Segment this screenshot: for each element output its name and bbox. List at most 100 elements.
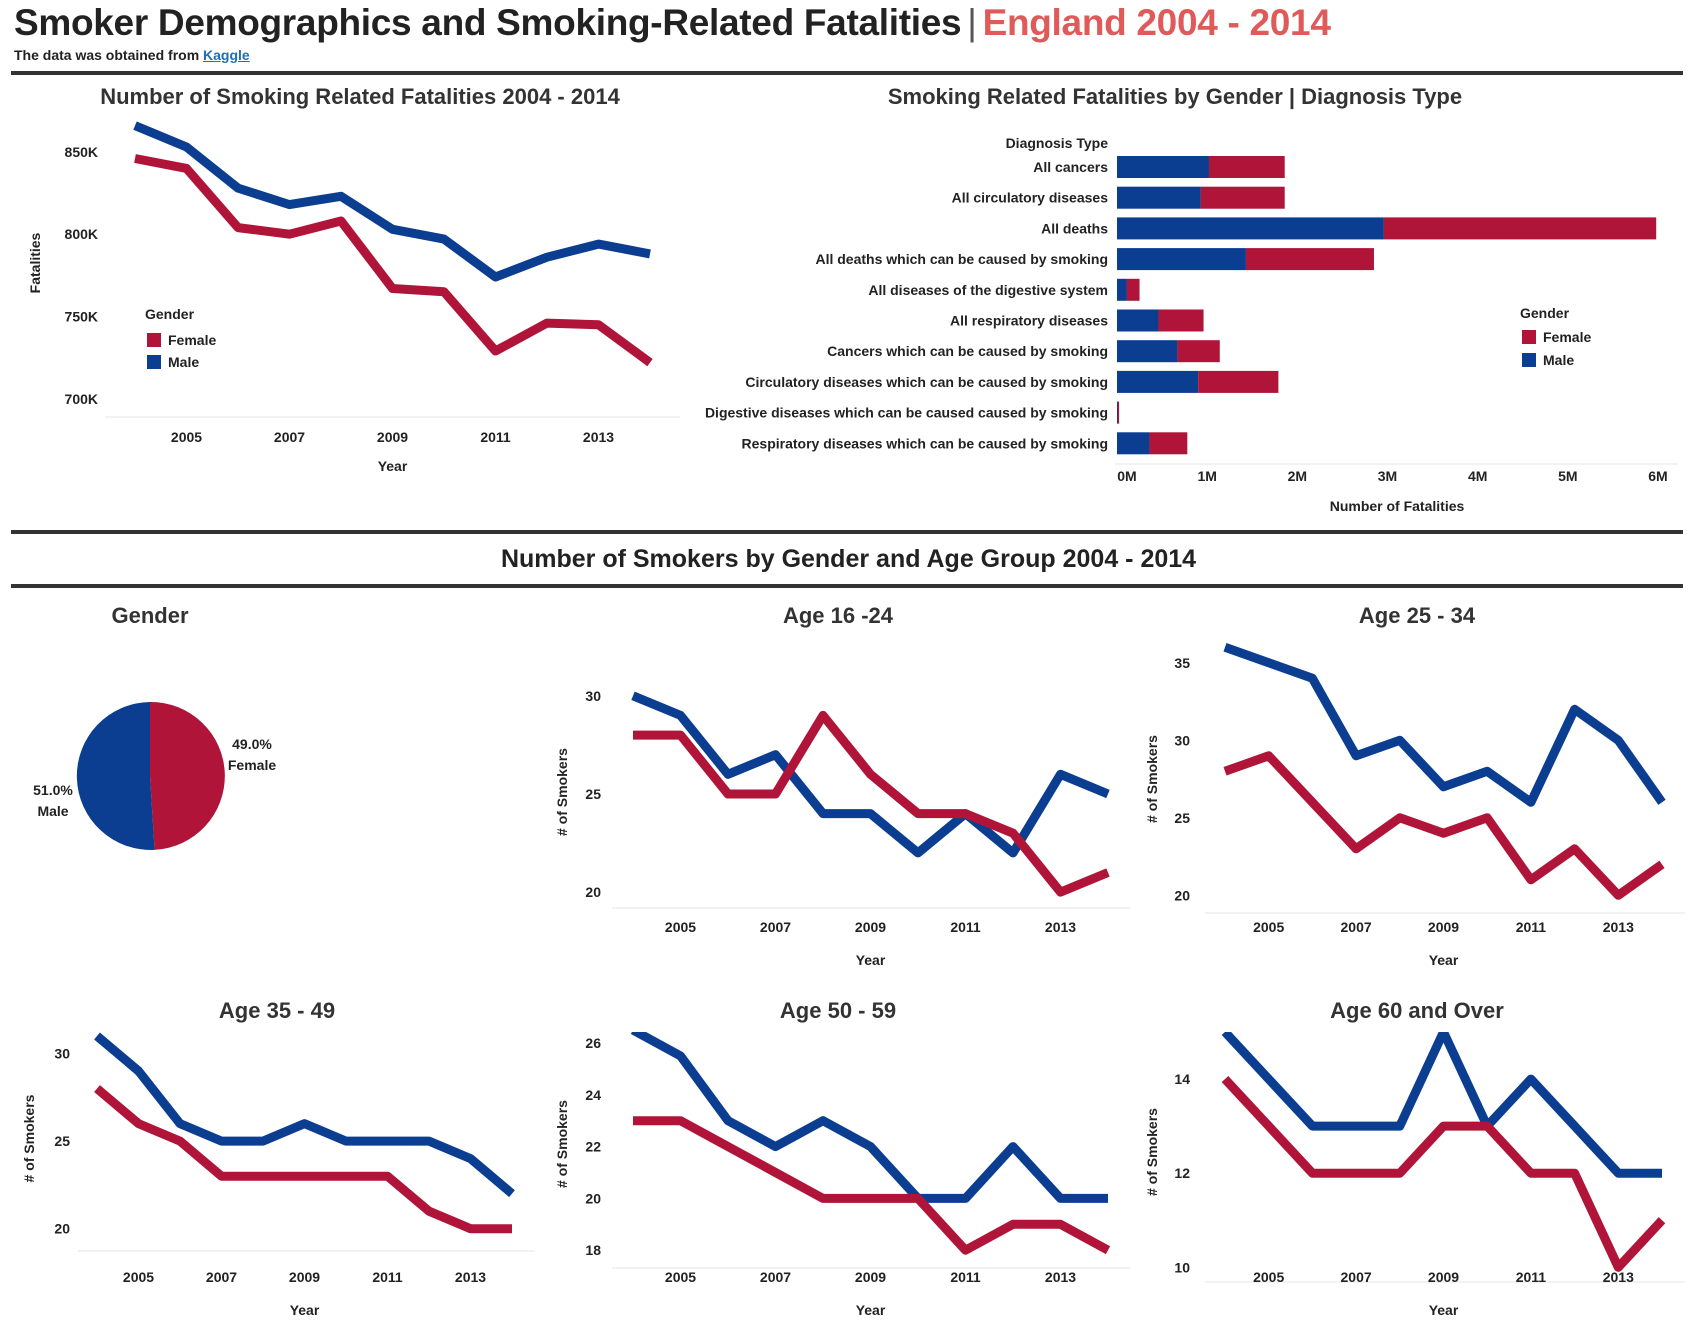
x-tick-label: 2011: [950, 919, 981, 935]
series-line-male: [631, 691, 1110, 858]
x-tick-label: 2009: [855, 919, 886, 935]
x-tick-label: 2007: [760, 1269, 791, 1285]
pie-slice-male: [76, 702, 155, 850]
x-axis-title: Year: [1429, 1302, 1459, 1318]
legend-swatch-female: [147, 333, 161, 347]
x-tick-label: 2011: [480, 429, 511, 445]
title-accent: England 2004 - 2014: [982, 2, 1331, 43]
x-tick-label: 2013: [1603, 919, 1634, 935]
age-60-over-chart: Age 60 and Over 10 12 14 2005 2007 2009 2011 201…: [1144, 998, 1685, 1318]
dashboard-header: Smoker Demographics and Smoking-Related …: [14, 2, 1674, 68]
bar-female: [1200, 186, 1285, 209]
x-tick-label: 2011: [1516, 919, 1547, 935]
x-tick-label: 2005: [1253, 919, 1284, 935]
legend-swatch-female: [1522, 330, 1536, 344]
x-tick-label: 2005: [665, 919, 696, 935]
bar-male: [1117, 370, 1199, 393]
chart-title: Age 50 - 59: [780, 998, 896, 1023]
x-axis-title: Year: [1429, 952, 1459, 968]
y-axis-title: # of Smokers: [1144, 735, 1160, 823]
x-tick-label: 2011: [1516, 1269, 1547, 1285]
legend-title: Gender: [145, 306, 195, 322]
series-line-male: [1221, 1032, 1662, 1178]
bar-female: [1117, 401, 1120, 424]
y-tick-label: 14: [1174, 1071, 1190, 1087]
x-tick-label: 2009: [377, 429, 408, 445]
series-line-male: [1223, 643, 1666, 807]
bar-male: [1117, 278, 1127, 301]
bar-female: [1245, 248, 1374, 271]
series-line-female: [134, 154, 653, 367]
x-tick-label: 2009: [855, 1269, 886, 1285]
x-tick-label: 2007: [760, 919, 791, 935]
y-tick-label: 25: [585, 786, 601, 802]
x-tick-label: 2005: [171, 429, 202, 445]
x-tick-label: 2013: [455, 1269, 486, 1285]
category-label: Digestive diseases which can be caused c…: [705, 405, 1108, 421]
bar-male: [1117, 309, 1159, 332]
x-axis-title: Number of Fatalities: [1330, 498, 1465, 514]
y-tick-label: 35: [1174, 655, 1190, 671]
pie-category-label: Male: [37, 803, 68, 819]
x-tick-label: 2M: [1288, 468, 1307, 484]
x-tick-label: 2005: [123, 1269, 154, 1285]
kaggle-link[interactable]: Kaggle: [203, 47, 250, 63]
x-tick-label: 2007: [1341, 1269, 1372, 1285]
category-label: All respiratory diseases: [950, 313, 1108, 329]
age-50-59-chart: Age 50 - 59 18 20 22 24 26 2005 2007 2009 2011 201…: [554, 998, 1130, 1318]
category-label: All diseases of the digestive system: [868, 282, 1108, 298]
y-tick-label: 12: [1174, 1165, 1190, 1181]
y-axis-title: # of Smokers: [554, 748, 570, 836]
subtitle-prefix: The data was obtained from: [14, 47, 200, 63]
y-tick-label: 20: [585, 1190, 601, 1206]
bar-male: [1117, 340, 1178, 363]
x-tick-label: 2007: [274, 429, 305, 445]
bar-female: [1383, 217, 1657, 240]
bar-female: [1177, 340, 1220, 363]
y-tick-label: 25: [1174, 810, 1190, 826]
series-line-male: [133, 121, 651, 282]
bar-female: [1198, 370, 1279, 393]
x-tick-label: 2013: [1045, 1269, 1076, 1285]
bar-female: [1126, 278, 1140, 301]
x-tick-label: 3M: [1378, 468, 1397, 484]
pie-category-label: Female: [228, 757, 276, 773]
category-label: Circulatory diseases which can be caused…: [745, 374, 1108, 390]
y-tick-label: 800K: [65, 226, 98, 242]
y-tick-label: 700K: [65, 391, 98, 407]
pie-slice-female: [150, 701, 225, 850]
x-tick-label: 2011: [950, 1269, 981, 1285]
series-line-female: [633, 710, 1110, 897]
legend-title: Gender: [1520, 305, 1570, 321]
chart-title: Gender: [111, 603, 188, 628]
y-tick-label: 20: [585, 884, 601, 900]
x-tick-label: 1M: [1197, 468, 1216, 484]
category-label: All deaths which can be caused by smokin…: [815, 251, 1108, 267]
x-tick-label: 2013: [1603, 1269, 1634, 1285]
y-tick-label: 30: [54, 1046, 70, 1062]
x-axis-title: Year: [856, 1302, 886, 1318]
x-tick-label: 2009: [1428, 919, 1459, 935]
bar-male: [1117, 401, 1119, 424]
legend-label-male: Male: [1543, 352, 1574, 368]
y-tick-label: 30: [585, 688, 601, 704]
chart-title: Age 16 -24: [783, 603, 894, 628]
title-main: Smoker Demographics and Smoking-Related …: [14, 2, 962, 43]
bar-male: [1117, 186, 1201, 209]
x-axis-title: Year: [290, 1302, 320, 1318]
y-tick-label: 850K: [65, 144, 98, 160]
y-tick-label: 25: [54, 1133, 70, 1149]
series-line-male: [630, 1032, 1108, 1203]
y-tick-label: 24: [585, 1087, 601, 1103]
legend-label-female: Female: [1543, 329, 1591, 345]
series-line-female: [1221, 1076, 1666, 1272]
x-tick-label: 2009: [1428, 1269, 1459, 1285]
legend-label-female: Female: [168, 332, 216, 348]
chart-title: Smoking Related Fatalities by Gender | D…: [888, 84, 1462, 109]
x-tick-label: 0M: [1117, 468, 1136, 484]
divider-middle: [11, 530, 1683, 534]
category-label: All deaths: [1041, 220, 1108, 236]
category-label: All cancers: [1033, 159, 1108, 175]
y-tick-label: 10: [1174, 1259, 1190, 1275]
x-tick-label: 2013: [1045, 919, 1076, 935]
